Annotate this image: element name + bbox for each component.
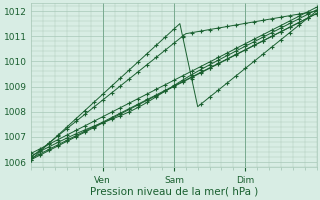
X-axis label: Pression niveau de la mer( hPa ): Pression niveau de la mer( hPa ) xyxy=(90,187,258,197)
